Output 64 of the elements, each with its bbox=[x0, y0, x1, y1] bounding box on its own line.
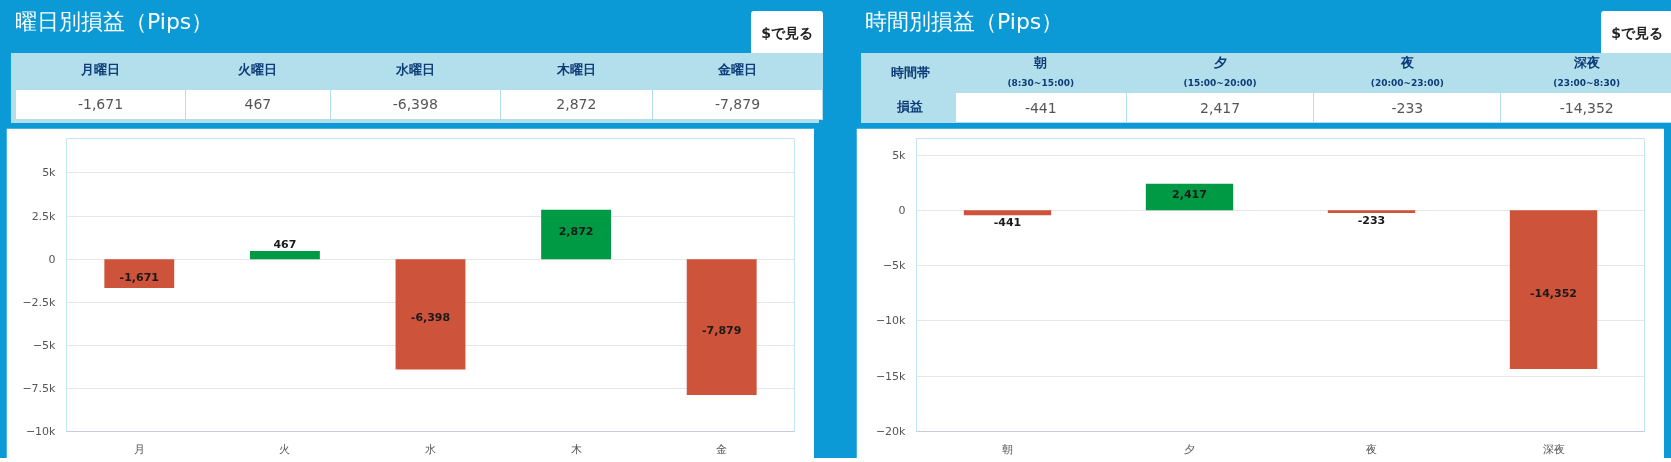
x-tick-label: 深夜 bbox=[1542, 442, 1565, 456]
x-tick-label: 月 bbox=[133, 442, 145, 456]
y-tick-label: 5k bbox=[892, 148, 907, 162]
x-tick-label: 夜 bbox=[1366, 442, 1377, 456]
text: 時間帯 bbox=[865, 53, 955, 93]
text: 朝 bbox=[1034, 55, 1048, 70]
text: 損益 bbox=[865, 92, 955, 123]
data-label: 2,417 bbox=[1126, 92, 1314, 123]
text: -7,879 bbox=[702, 324, 742, 338]
data-label: -6,398 bbox=[330, 89, 501, 119]
y-tick-label: −15k bbox=[875, 369, 907, 383]
bar bbox=[395, 259, 466, 370]
bar bbox=[686, 259, 757, 395]
text: -441 bbox=[993, 216, 1022, 230]
y-tick-label: 2.5k bbox=[31, 209, 57, 223]
text: (23:00~8:30) bbox=[1553, 77, 1621, 88]
text: (15:00~20:00) bbox=[1183, 77, 1257, 88]
chart-title: 曜日別損益（Pips） bbox=[15, 9, 214, 34]
text: 月曜日 bbox=[15, 53, 186, 89]
x-tick-label: 木 bbox=[570, 442, 582, 456]
data-label: -14,352 bbox=[1500, 92, 1671, 123]
text: 2,417 bbox=[1172, 188, 1207, 202]
y-tick-label: −10k bbox=[875, 314, 907, 328]
text: 夕 bbox=[1213, 55, 1227, 70]
text: 金曜日 bbox=[652, 53, 823, 89]
text: $で見る bbox=[1601, 11, 1671, 55]
y-tick-label: −10k bbox=[25, 425, 57, 438]
y-tick-label: 5k bbox=[42, 166, 57, 180]
bar bbox=[104, 259, 175, 288]
data-label: 467 bbox=[185, 89, 331, 119]
x-tick-label: 火 bbox=[279, 442, 291, 456]
text: (8:30~15:00) bbox=[1007, 77, 1075, 88]
y-tick-label: 0 bbox=[48, 252, 56, 266]
text: 深夜 bbox=[1573, 55, 1600, 70]
x-tick-label: 朝 bbox=[1002, 442, 1013, 456]
text: 火曜日 bbox=[185, 53, 331, 89]
text: 木曜日 bbox=[500, 53, 653, 89]
text: 2,872 bbox=[558, 225, 594, 239]
y-tick-label: 0 bbox=[898, 203, 906, 217]
y-tick-label: −7.5k bbox=[22, 381, 57, 395]
text: -14,352 bbox=[1529, 286, 1578, 300]
data-label: 2,872 bbox=[500, 89, 653, 119]
x-tick-label: 金 bbox=[716, 442, 728, 456]
text: 夜 bbox=[1400, 55, 1414, 70]
data-label: -233 bbox=[1313, 92, 1501, 123]
x-tick-label: 水 bbox=[425, 442, 436, 456]
data-label: -441 bbox=[955, 92, 1127, 123]
text: -233 bbox=[1357, 213, 1386, 227]
text: -1,671 bbox=[119, 270, 159, 284]
y-tick-label: −2.5k bbox=[22, 295, 57, 309]
bar bbox=[541, 209, 612, 260]
data-label: -7,879 bbox=[652, 89, 823, 119]
x-tick-label: 夕 bbox=[1184, 442, 1195, 456]
text: -6,398 bbox=[410, 311, 451, 325]
text: $で見る bbox=[751, 11, 823, 55]
text: 水曜日 bbox=[330, 53, 501, 89]
y-tick-label: −5k bbox=[32, 338, 57, 352]
data-label: -1,671 bbox=[15, 89, 186, 119]
chart-title: 時間別損益（Pips） bbox=[865, 9, 1064, 34]
text: 467 bbox=[273, 238, 297, 252]
y-tick-label: −20k bbox=[875, 425, 907, 438]
text: (20:00~23:00) bbox=[1370, 77, 1444, 88]
y-tick-label: −5k bbox=[882, 259, 907, 273]
bar bbox=[249, 251, 320, 260]
